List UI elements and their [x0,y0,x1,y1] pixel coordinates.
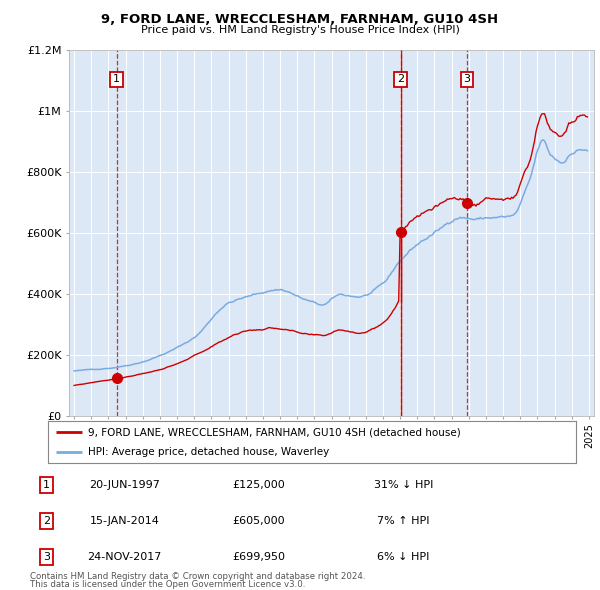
Text: 1: 1 [43,480,50,490]
Text: 2: 2 [43,516,50,526]
Text: £125,000: £125,000 [232,480,285,490]
Text: 7% ↑ HPI: 7% ↑ HPI [377,516,430,526]
Text: HPI: Average price, detached house, Waverley: HPI: Average price, detached house, Wave… [88,447,329,457]
Text: Contains HM Land Registry data © Crown copyright and database right 2024.: Contains HM Land Registry data © Crown c… [30,572,365,581]
Text: 3: 3 [43,552,50,562]
Text: 1: 1 [113,74,120,84]
Text: 24-NOV-2017: 24-NOV-2017 [87,552,161,562]
Text: 9, FORD LANE, WRECCLESHAM, FARNHAM, GU10 4SH (detached house): 9, FORD LANE, WRECCLESHAM, FARNHAM, GU10… [88,427,460,437]
Text: 6% ↓ HPI: 6% ↓ HPI [377,552,430,562]
Text: 15-JAN-2014: 15-JAN-2014 [89,516,160,526]
Text: £699,950: £699,950 [232,552,285,562]
Text: Price paid vs. HM Land Registry's House Price Index (HPI): Price paid vs. HM Land Registry's House … [140,25,460,35]
Text: £605,000: £605,000 [232,516,284,526]
Text: This data is licensed under the Open Government Licence v3.0.: This data is licensed under the Open Gov… [30,580,305,589]
Text: 20-JUN-1997: 20-JUN-1997 [89,480,160,490]
Text: 9, FORD LANE, WRECCLESHAM, FARNHAM, GU10 4SH: 9, FORD LANE, WRECCLESHAM, FARNHAM, GU10… [101,13,499,26]
Text: 31% ↓ HPI: 31% ↓ HPI [374,480,433,490]
Text: 3: 3 [464,74,470,84]
Text: 2: 2 [397,74,404,84]
